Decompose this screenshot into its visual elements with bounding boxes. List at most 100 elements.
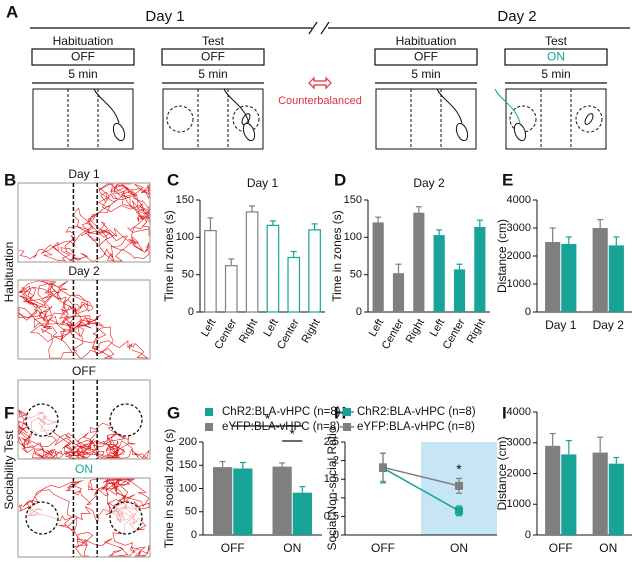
legend-label: eYFP:BLA-vHPC (n=8) xyxy=(357,421,475,433)
bar xyxy=(545,242,561,312)
y-tick-label: 0.5 xyxy=(324,510,339,522)
x-tick-label: OFF xyxy=(549,541,573,555)
bar xyxy=(592,452,608,535)
map-label: ON xyxy=(75,462,93,476)
y-tick-label: 0 xyxy=(188,306,194,318)
panel-label: D xyxy=(334,170,346,189)
y-tick-label: 0 xyxy=(356,306,362,318)
phase-label: Test xyxy=(202,34,225,48)
panel-label: G xyxy=(167,403,180,422)
bar xyxy=(204,230,217,313)
map-frame xyxy=(17,182,151,263)
tether xyxy=(223,88,250,124)
cup xyxy=(109,403,143,437)
x-tick-label: Left xyxy=(199,317,219,339)
legend-label: ChR2:BLA-vHPC (n=8) xyxy=(222,406,341,418)
panel-label: C xyxy=(167,170,179,189)
y-tick-label: 100 xyxy=(176,231,194,243)
map-group-label: Sociability Test xyxy=(2,430,16,510)
bar xyxy=(608,463,624,535)
counterbalanced-note: Counterbalanced xyxy=(278,95,362,107)
light-state: OFF xyxy=(201,50,225,64)
map-label: Day 2 xyxy=(68,264,100,278)
y-axis-label: Distance (cm) xyxy=(495,436,509,510)
map-label: OFF xyxy=(72,364,96,378)
phase-label: Habituation xyxy=(396,34,457,48)
y-tick-label: 1 xyxy=(333,492,339,504)
x-tick-label: Left xyxy=(261,317,281,339)
y-axis-label: Distance (cm) xyxy=(495,219,509,293)
y-tick-label: 2 xyxy=(333,455,339,467)
day-label: Day 2 xyxy=(497,8,536,25)
arena xyxy=(375,88,477,150)
panel-label: A xyxy=(6,2,18,21)
y-axis-label: Time in zones (s) xyxy=(330,210,344,302)
cup xyxy=(109,501,143,535)
y-tick-label: 1000 xyxy=(507,498,531,510)
series-line xyxy=(382,467,460,512)
x-tick-label: Right xyxy=(404,317,427,345)
bar xyxy=(608,245,624,312)
duration-label: 5 min xyxy=(541,67,570,81)
x-tick-label: OFF xyxy=(221,541,245,555)
significance-mark: * xyxy=(456,461,462,477)
x-tick-label: ON xyxy=(450,541,468,555)
break-mark xyxy=(320,21,330,35)
duration-label: 5 min xyxy=(198,67,227,81)
panel-label: F xyxy=(4,403,14,422)
bar xyxy=(272,466,292,535)
significance-mark: * xyxy=(290,426,296,442)
light-box xyxy=(504,48,608,66)
chart-title: Day 1 xyxy=(247,176,279,190)
y-tick-label: 50 xyxy=(185,506,197,518)
bar xyxy=(433,235,445,312)
x-tick-label: Left xyxy=(367,317,387,339)
mouse xyxy=(513,122,527,142)
legend-swatch xyxy=(205,423,213,431)
y-tick-label: 3000 xyxy=(507,437,531,449)
map-group-label: Habituation xyxy=(2,242,16,303)
y-tick-label: 50 xyxy=(350,269,362,281)
panel-label: B xyxy=(4,170,16,189)
bar xyxy=(592,228,608,312)
y-tick-label: 2000 xyxy=(507,467,531,479)
y-tick-label: 3000 xyxy=(507,222,531,234)
y-tick-label: 1000 xyxy=(507,278,531,290)
bar xyxy=(561,243,577,312)
legend-label: eYFP:BLA-vHPC (n=8) xyxy=(222,421,340,433)
bar xyxy=(372,222,384,312)
y-tick-label: 0 xyxy=(525,529,531,541)
cup xyxy=(166,105,194,133)
significance-mark: * xyxy=(265,411,271,427)
y-tick-label: 4000 xyxy=(507,194,531,206)
y-tick-label: 50 xyxy=(182,269,194,281)
point xyxy=(455,481,463,490)
stimulus-mouse xyxy=(584,113,594,125)
chart-title: Day 2 xyxy=(413,176,445,190)
x-tick-label: Day 2 xyxy=(593,318,625,332)
bar xyxy=(474,226,486,312)
legend-swatch xyxy=(205,408,213,416)
map-label: Day 1 xyxy=(68,167,100,181)
bar xyxy=(245,211,259,313)
bar xyxy=(292,492,312,535)
light-state: OFF xyxy=(71,50,95,64)
x-tick-label: OFF xyxy=(371,541,395,555)
legend-swatch xyxy=(343,408,351,416)
legend-label: ChR2:BLA-vHPC (n=8) xyxy=(357,406,476,418)
x-tick-label: Left xyxy=(428,317,448,339)
y-tick-label: 150 xyxy=(344,194,362,206)
bar xyxy=(392,273,405,312)
mouse xyxy=(242,122,256,142)
light-state: ON xyxy=(547,50,565,64)
bar xyxy=(545,445,561,535)
light-box xyxy=(374,48,478,66)
y-axis-label: Time in social zone (s) xyxy=(162,429,176,549)
point xyxy=(455,506,463,515)
y-tick-label: 100 xyxy=(179,482,197,494)
bar xyxy=(233,468,253,535)
tether xyxy=(436,88,463,124)
cup xyxy=(575,105,603,133)
panel-label: E xyxy=(502,170,513,189)
